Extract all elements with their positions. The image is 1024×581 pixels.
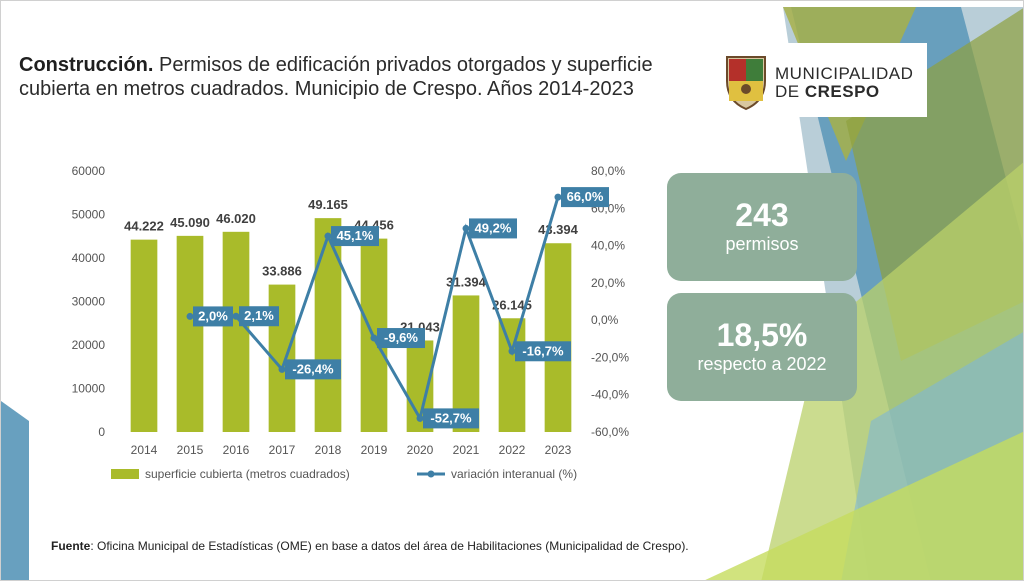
x-tick-label: 2020 <box>407 443 434 457</box>
line-label-box <box>423 408 479 429</box>
y-tick-label: 20000 <box>72 338 106 352</box>
permits-count: 243 <box>735 197 789 233</box>
line-point <box>324 232 332 240</box>
line-point <box>278 365 286 373</box>
bar-value-label: 44.222 <box>124 219 164 234</box>
line-value-label: -9,6% <box>384 330 418 345</box>
logo-line2: DE CRESPO <box>775 83 913 101</box>
title-bold: Construcción. <box>19 54 154 76</box>
bar-value-label: 33.886 <box>262 264 302 279</box>
line-point <box>508 347 516 355</box>
permits-card: 243 permisos <box>667 173 857 281</box>
bar <box>314 218 342 432</box>
logo-text: MUNICIPALIDAD DE CRESPO <box>775 65 913 101</box>
line-label-box <box>469 218 517 239</box>
bar <box>544 243 572 432</box>
logo-line2-prefix: DE <box>775 82 805 101</box>
line-value-label: -52,7% <box>430 410 472 425</box>
source-text: : Oficina Municipal de Estadísticas (OME… <box>90 539 689 553</box>
logo-line1: MUNICIPALIDAD <box>775 64 914 83</box>
line-label-box <box>331 226 379 247</box>
y-tick-label: 60000 <box>72 164 106 178</box>
chart: 0 10000 20000 30000 40000 50000 60000 -60,0% -40… <box>72 164 630 481</box>
bar <box>176 235 204 432</box>
crest-icon <box>726 56 766 111</box>
line-label-box <box>377 328 425 349</box>
legend-bar-swatch <box>111 469 139 479</box>
line-label-box <box>239 306 279 327</box>
y-tick-label: 50000 <box>72 208 106 222</box>
x-tick-label: 2022 <box>499 443 526 457</box>
x-tick-label: 2015 <box>177 443 204 457</box>
source-label: Fuente <box>51 539 91 553</box>
line-point <box>186 312 194 320</box>
source-note: Fuente: Oficina Municipal de Estadística… <box>51 539 689 553</box>
y-tick-label: 0 <box>98 425 105 439</box>
line-point <box>232 312 240 320</box>
line-value-label: -16,7% <box>522 343 564 358</box>
legend-line-marker <box>427 470 435 478</box>
y-tick-label: 30000 <box>72 295 106 309</box>
line-value-label: 49,2% <box>475 220 512 235</box>
y2-tick-label: 80,0% <box>591 164 625 178</box>
legend-line-label: variación interanual (%) <box>451 467 577 481</box>
bar-value-label: 46.020 <box>216 211 256 226</box>
x-tick-label: 2021 <box>453 443 480 457</box>
x-tick-label: 2016 <box>223 443 250 457</box>
logo-line2-bold: CRESPO <box>804 82 880 101</box>
line-point <box>554 193 562 201</box>
line-point <box>370 334 378 342</box>
x-tick-label: 2017 <box>269 443 296 457</box>
line-point <box>462 224 470 232</box>
line-value-label: 2,1% <box>244 308 274 323</box>
bar-value-label: 26.145 <box>492 297 532 312</box>
x-tick-label: 2014 <box>131 443 158 457</box>
line-value-label: 2,0% <box>198 308 228 323</box>
y-tick-label: 40000 <box>72 251 106 265</box>
x-tick-label: 2023 <box>545 443 572 457</box>
logo: MUNICIPALIDAD DE CRESPO <box>713 43 927 117</box>
bar <box>498 318 526 432</box>
line-value-label: -26,4% <box>292 361 334 376</box>
bar <box>130 239 158 432</box>
page-title: Construcción. Permisos de edificación pr… <box>19 53 659 101</box>
line-value-label: 66,0% <box>567 189 604 204</box>
change-card: 18,5% respecto a 2022 <box>667 293 857 401</box>
legend-bar-label: superficie cubierta (metros cuadrados) <box>145 467 350 481</box>
title-rest: Permisos de edificación privados otorgad… <box>19 54 653 100</box>
y2-tick-label: 40,0% <box>591 239 625 253</box>
y2-tick-label: -60,0% <box>591 425 629 439</box>
change-value: 18,5% <box>716 317 808 353</box>
line-label-box <box>193 306 233 327</box>
line-label-box <box>285 359 341 380</box>
permits-label: permisos <box>725 234 799 254</box>
x-tick-label: 2019 <box>361 443 388 457</box>
y2-tick-label: -20,0% <box>591 350 629 364</box>
line-point <box>416 414 424 422</box>
bar-value-label: 49.165 <box>308 197 348 212</box>
y2-tick-label: 20,0% <box>591 276 625 290</box>
change-label: respecto a 2022 <box>697 354 827 374</box>
y-tick-label: 10000 <box>72 382 106 396</box>
line-label-box <box>561 187 609 208</box>
y2-tick-label: 0,0% <box>591 313 619 327</box>
bar <box>222 231 250 432</box>
bar-value-label: 31.394 <box>446 274 487 289</box>
y2-tick-label: -40,0% <box>591 388 629 402</box>
bar-value-label: 45.090 <box>170 215 210 230</box>
bar-value-label: 43.394 <box>538 222 579 237</box>
line-label-box <box>515 341 571 362</box>
x-tick-label: 2018 <box>315 443 342 457</box>
line-value-label: 45,1% <box>337 228 374 243</box>
